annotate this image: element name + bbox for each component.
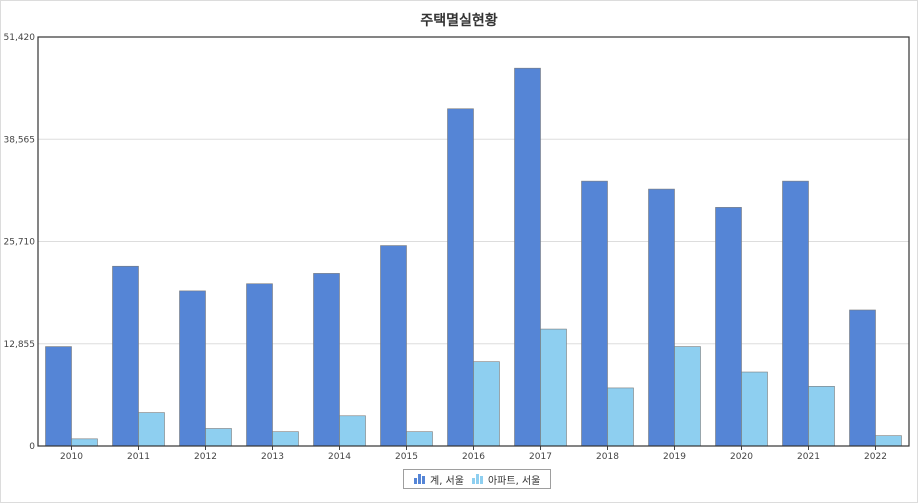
bar-total bbox=[447, 108, 474, 447]
plot-border bbox=[37, 36, 910, 447]
legend: 계, 서울 아파트, 서울 bbox=[403, 469, 552, 489]
legend-item-series-2[interactable]: 아파트, 서울 bbox=[471, 472, 541, 487]
chart-title: 주택멸실현황 bbox=[420, 13, 498, 29]
bar-apartment bbox=[205, 428, 232, 447]
bar-total bbox=[45, 346, 72, 447]
bar-total bbox=[313, 273, 340, 447]
x-tick-label: 2014 bbox=[328, 452, 351, 462]
bar-chart-icon bbox=[471, 474, 484, 484]
x-tick-label: 2015 bbox=[395, 452, 418, 462]
bar-total bbox=[849, 309, 876, 447]
bar-apartment bbox=[607, 387, 634, 447]
x-tick-label: 2010 bbox=[60, 452, 83, 462]
x-tick-label: 2020 bbox=[730, 452, 753, 462]
x-tick-label: 2017 bbox=[529, 452, 552, 462]
bar-apartment bbox=[875, 435, 902, 447]
legend-label-series-1: 계, 서울 bbox=[430, 475, 464, 487]
bar-apartment bbox=[272, 431, 299, 447]
y-tick-label: 12,855 bbox=[4, 340, 36, 350]
x-tick-label: 2012 bbox=[194, 452, 217, 462]
bar-total bbox=[112, 265, 139, 447]
bar-apartment bbox=[406, 431, 433, 447]
legend-item-series-1[interactable]: 계, 서울 bbox=[414, 472, 464, 487]
x-tick-label: 2018 bbox=[596, 452, 619, 462]
y-tick-label: 0 bbox=[29, 442, 35, 452]
bar-apartment bbox=[674, 346, 701, 447]
bar-apartment bbox=[808, 386, 835, 447]
legend-label-series-2: 아파트, 서울 bbox=[487, 475, 541, 487]
x-tick-label: 2013 bbox=[261, 452, 284, 462]
bar-total bbox=[380, 245, 407, 447]
bar-apartment bbox=[473, 361, 500, 447]
bar-chart-icon bbox=[414, 474, 426, 484]
x-tick-label: 2022 bbox=[864, 452, 887, 462]
bar-total bbox=[179, 290, 206, 447]
y-tick-label: 25,710 bbox=[4, 238, 36, 248]
bar-apartment bbox=[741, 371, 768, 447]
bar-apartment bbox=[339, 415, 366, 447]
x-tick-label: 2021 bbox=[797, 452, 820, 462]
x-tick-label: 2016 bbox=[462, 452, 485, 462]
bar-apartment bbox=[138, 412, 165, 447]
bar-apartment bbox=[71, 438, 98, 447]
bar-total bbox=[782, 180, 809, 447]
y-tick-label: 51,420 bbox=[4, 33, 36, 43]
x-tick-label: 2019 bbox=[663, 452, 686, 462]
bar-apartment bbox=[540, 328, 567, 447]
bar-total bbox=[715, 207, 742, 447]
bar-total bbox=[581, 180, 608, 447]
y-tick-label: 38,565 bbox=[4, 135, 36, 145]
bar-total bbox=[514, 67, 541, 447]
bar-total bbox=[648, 188, 675, 447]
x-tick-label: 2011 bbox=[127, 452, 150, 462]
bar-total bbox=[246, 283, 273, 447]
